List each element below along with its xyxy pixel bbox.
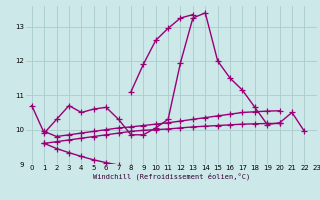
- X-axis label: Windchill (Refroidissement éolien,°C): Windchill (Refroidissement éolien,°C): [92, 173, 250, 180]
